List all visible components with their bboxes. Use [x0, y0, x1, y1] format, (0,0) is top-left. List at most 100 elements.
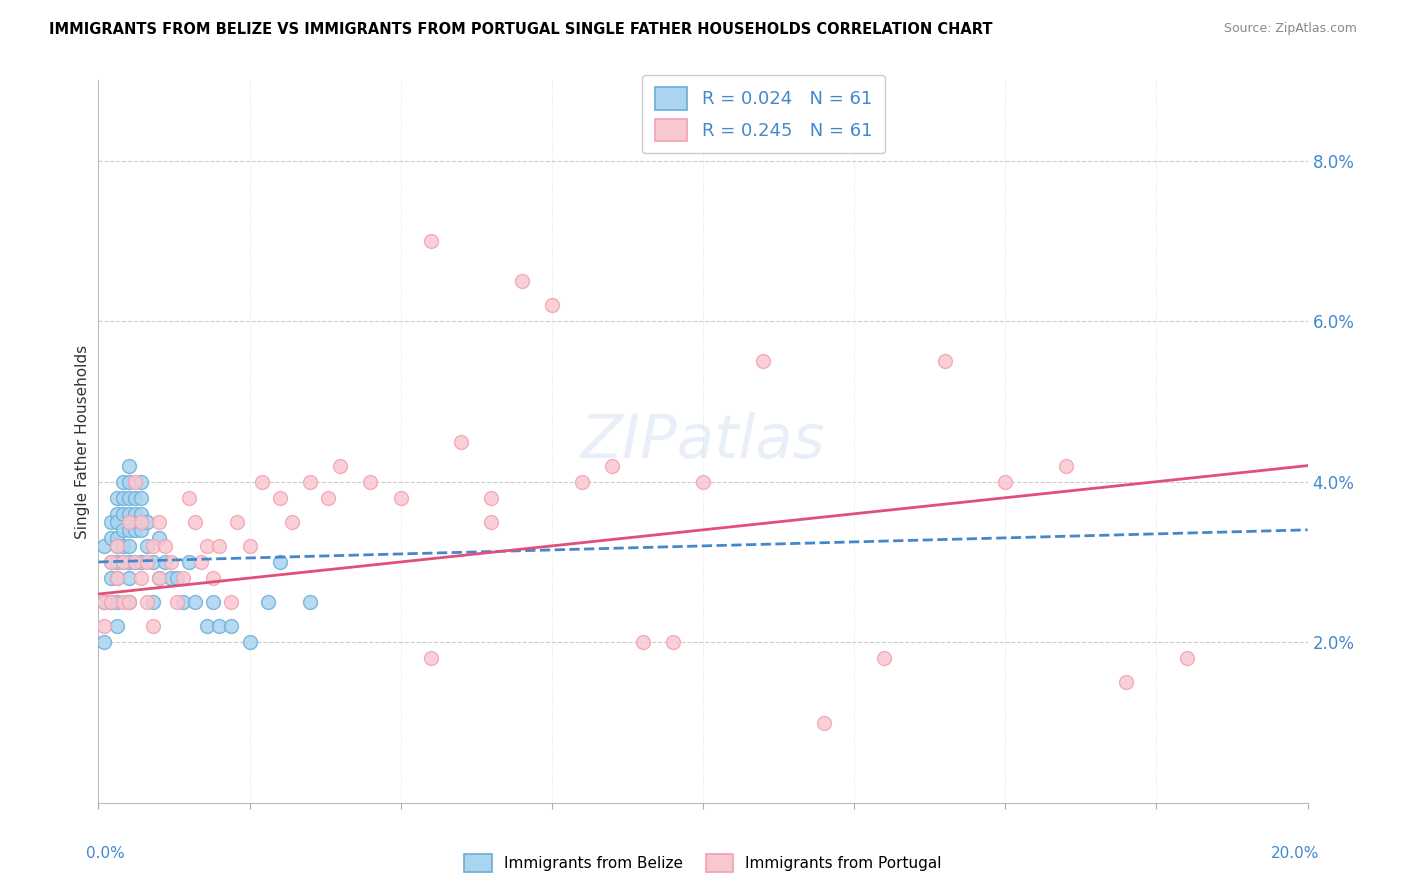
Point: [105, 507, 128, 521]
Point: [142, 555, 165, 569]
Point: [118, 475, 141, 489]
Point: [118, 507, 141, 521]
Point: [111, 595, 134, 609]
Point: [129, 515, 152, 529]
Point: [111, 475, 134, 489]
Point: [148, 571, 170, 585]
Point: [111, 507, 134, 521]
Point: [420, 234, 443, 248]
Point: [118, 595, 141, 609]
Point: [269, 491, 291, 505]
Point: [105, 531, 128, 545]
Point: [208, 619, 231, 633]
Point: [105, 539, 128, 553]
Point: [93, 619, 115, 633]
Point: [208, 539, 231, 553]
Point: [124, 491, 146, 505]
Point: [148, 571, 170, 585]
Point: [226, 515, 249, 529]
Point: [105, 539, 128, 553]
Point: [329, 458, 352, 473]
Point: [93, 539, 115, 553]
Point: [153, 555, 176, 569]
Point: [124, 555, 146, 569]
Point: [93, 595, 115, 609]
Point: [100, 515, 122, 529]
Point: [602, 458, 624, 473]
Point: [118, 539, 141, 553]
Point: [256, 595, 278, 609]
Point: [142, 539, 165, 553]
Point: [111, 555, 134, 569]
Point: [481, 491, 503, 505]
Point: [118, 458, 141, 473]
Point: [105, 515, 128, 529]
Legend: R = 0.024   N = 61, R = 0.245   N = 61: R = 0.024 N = 61, R = 0.245 N = 61: [643, 75, 884, 153]
Point: [111, 555, 134, 569]
Point: [873, 651, 896, 665]
Point: [661, 635, 683, 649]
Point: [100, 595, 122, 609]
Point: [124, 475, 146, 489]
Point: [124, 523, 146, 537]
Point: [281, 515, 304, 529]
Point: [316, 491, 339, 505]
Point: [111, 523, 134, 537]
Point: [142, 619, 165, 633]
Point: [135, 595, 157, 609]
Point: [202, 595, 225, 609]
Point: [179, 491, 201, 505]
Point: [105, 571, 128, 585]
Point: [450, 434, 472, 449]
Point: [142, 595, 165, 609]
Legend: Immigrants from Belize, Immigrants from Portugal: Immigrants from Belize, Immigrants from …: [457, 846, 949, 880]
Point: [179, 555, 201, 569]
Point: [250, 475, 273, 489]
Point: [129, 523, 152, 537]
Point: [1175, 651, 1198, 665]
Point: [752, 354, 775, 368]
Y-axis label: Single Father Households: Single Father Households: [75, 344, 90, 539]
Point: [202, 571, 225, 585]
Point: [571, 475, 593, 489]
Point: [118, 523, 141, 537]
Point: [269, 555, 291, 569]
Text: ZIPatlas: ZIPatlas: [581, 412, 825, 471]
Point: [360, 475, 382, 489]
Point: [195, 539, 218, 553]
Point: [994, 475, 1017, 489]
Point: [129, 507, 152, 521]
Point: [105, 595, 128, 609]
Point: [129, 475, 152, 489]
Point: [239, 635, 262, 649]
Point: [124, 555, 146, 569]
Point: [100, 571, 122, 585]
Point: [1054, 458, 1077, 473]
Point: [135, 539, 157, 553]
Point: [184, 595, 207, 609]
Point: [129, 555, 152, 569]
Point: [692, 475, 714, 489]
Point: [148, 515, 170, 529]
Point: [93, 635, 115, 649]
Point: [166, 595, 188, 609]
Point: [1115, 675, 1137, 690]
Point: [105, 619, 128, 633]
Point: [124, 507, 146, 521]
Point: [100, 555, 122, 569]
Point: [813, 715, 835, 730]
Point: [389, 491, 412, 505]
Point: [481, 515, 503, 529]
Point: [105, 571, 128, 585]
Point: [118, 595, 141, 609]
Point: [118, 491, 141, 505]
Point: [105, 491, 128, 505]
Point: [100, 531, 122, 545]
Point: [510, 274, 533, 288]
Point: [111, 539, 134, 553]
Point: [118, 571, 141, 585]
Point: [129, 571, 152, 585]
Point: [221, 595, 243, 609]
Point: [105, 555, 128, 569]
Point: [118, 555, 141, 569]
